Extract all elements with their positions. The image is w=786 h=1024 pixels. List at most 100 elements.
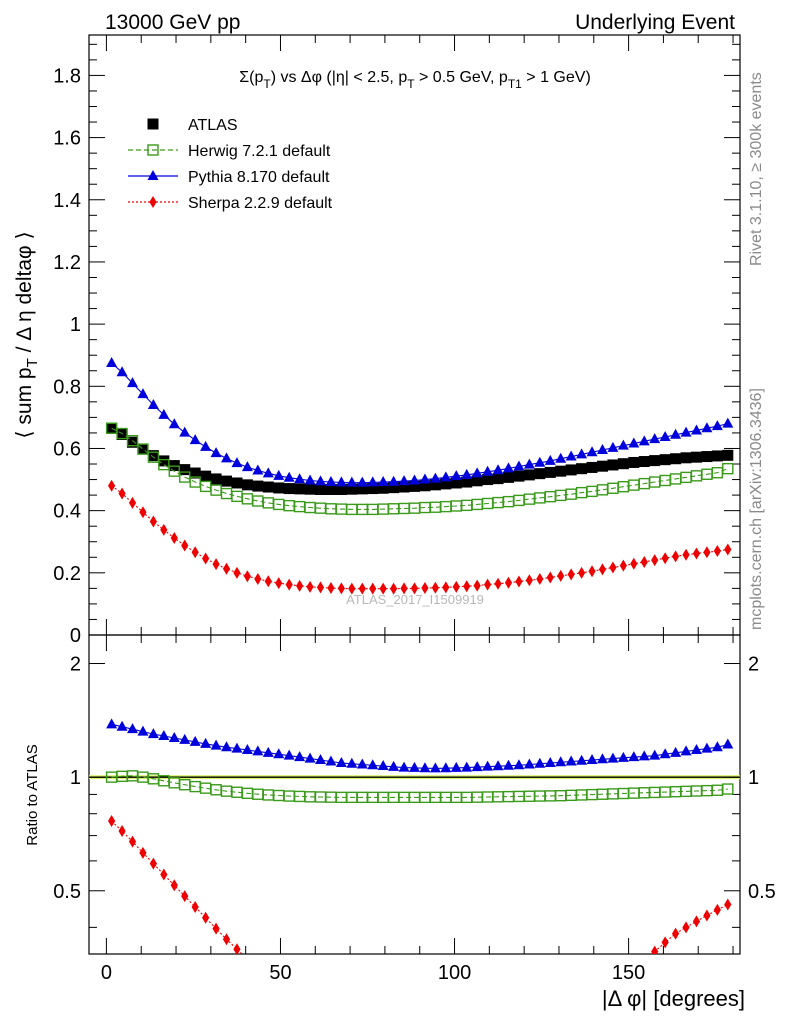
point-atlas bbox=[210, 473, 222, 485]
point-pythia bbox=[137, 725, 149, 736]
point-atlas bbox=[649, 455, 661, 467]
point-sherpa bbox=[661, 552, 669, 565]
point-herwig bbox=[168, 465, 180, 477]
point-sherpa bbox=[170, 879, 178, 892]
point-sherpa bbox=[400, 998, 407, 1010]
point-pythia bbox=[440, 471, 452, 482]
ratio-y-axis-title: Ratio to ATLAS bbox=[24, 744, 41, 845]
point-sherpa bbox=[191, 546, 199, 559]
point-atlas bbox=[262, 481, 274, 493]
point-pythia bbox=[262, 746, 274, 757]
ratio-panel: 0.5 0.5 1 1 2 2 0 50 100 150 Ratio to ATLAS |Δ φ… bbox=[24, 634, 776, 1011]
point-pythia bbox=[137, 388, 149, 399]
point-pythia bbox=[367, 476, 379, 487]
point-pythia bbox=[617, 439, 629, 450]
point-atlas bbox=[502, 471, 514, 483]
point-pythia bbox=[659, 430, 671, 441]
point-atlas bbox=[429, 479, 441, 491]
point-sherpa bbox=[348, 582, 356, 595]
x-axis-title: |Δ φ| [degrees] bbox=[602, 986, 745, 1011]
point-sherpa bbox=[557, 998, 564, 1010]
point-pythia bbox=[680, 745, 692, 756]
point-herwig bbox=[126, 434, 139, 447]
series-line-sherpa bbox=[111, 485, 728, 590]
point-sherpa bbox=[380, 998, 387, 1010]
point-pythia bbox=[189, 434, 201, 445]
point-pythia bbox=[346, 476, 358, 487]
point-pythia bbox=[670, 746, 682, 757]
main-x-ticks bbox=[105, 35, 734, 635]
point-sherpa bbox=[442, 581, 450, 594]
point-pythia bbox=[419, 762, 431, 773]
point-pythia bbox=[252, 745, 264, 756]
point-sherpa bbox=[661, 936, 669, 949]
point-sherpa bbox=[181, 539, 189, 552]
point-atlas bbox=[711, 450, 723, 462]
point-pythia bbox=[492, 464, 504, 475]
point-pythia bbox=[722, 738, 734, 749]
point-pythia bbox=[565, 755, 577, 766]
point-pythia bbox=[367, 759, 379, 770]
point-atlas bbox=[273, 482, 285, 494]
point-atlas bbox=[315, 484, 327, 496]
point-pythia bbox=[659, 748, 671, 759]
point-atlas bbox=[158, 455, 170, 467]
point-pythia bbox=[273, 469, 285, 480]
point-pythia bbox=[513, 460, 525, 471]
point-sherpa bbox=[431, 581, 439, 594]
ratio-y-ticks: 0.5 0.5 1 1 2 2 bbox=[53, 654, 776, 928]
point-atlas bbox=[659, 454, 671, 466]
point-sherpa bbox=[108, 479, 116, 492]
point-atlas bbox=[116, 428, 128, 440]
point-pythia bbox=[356, 476, 368, 487]
point-pythia bbox=[168, 418, 180, 429]
header-left-label: 13000 GeV pp bbox=[105, 11, 240, 34]
point-sherpa bbox=[692, 915, 701, 928]
point-sherpa bbox=[504, 576, 513, 589]
point-pythia bbox=[586, 446, 598, 457]
y-tick-label: 0.2 bbox=[53, 563, 81, 585]
point-sherpa bbox=[254, 573, 262, 586]
point-pythia bbox=[252, 464, 264, 475]
point-pythia bbox=[607, 752, 619, 763]
ratio-x-ticks: 0 50 100 150 bbox=[101, 635, 734, 984]
point-atlas bbox=[377, 482, 389, 494]
point-sherpa bbox=[421, 582, 429, 595]
point-pythia bbox=[523, 458, 535, 469]
point-pythia bbox=[628, 751, 640, 762]
point-pythia bbox=[168, 731, 180, 742]
point-pythia bbox=[283, 471, 295, 482]
point-sherpa bbox=[547, 998, 554, 1010]
point-sherpa bbox=[327, 582, 335, 595]
point-sherpa bbox=[233, 566, 241, 579]
point-sherpa bbox=[474, 998, 481, 1010]
point-pythia bbox=[711, 420, 723, 431]
point-atlas bbox=[179, 464, 191, 476]
point-sherpa bbox=[567, 568, 575, 581]
point-pythia bbox=[576, 448, 588, 459]
point-sherpa bbox=[703, 546, 711, 559]
point-pythia bbox=[147, 728, 159, 739]
point-sherpa bbox=[421, 998, 428, 1010]
point-atlas bbox=[367, 483, 379, 495]
point-pythia bbox=[325, 755, 337, 766]
point-pythia bbox=[617, 751, 629, 762]
point-sherpa bbox=[212, 922, 220, 935]
point-pythia bbox=[179, 733, 191, 744]
point-pythia bbox=[388, 760, 400, 771]
legend-marker-sherpa bbox=[149, 196, 157, 208]
point-atlas bbox=[137, 443, 149, 455]
point-sherpa bbox=[390, 582, 398, 595]
ratio-tick-label-left: 2 bbox=[70, 654, 81, 676]
point-sherpa bbox=[640, 555, 648, 568]
point-atlas bbox=[670, 453, 682, 465]
plot-title-part: Σ(p bbox=[239, 69, 263, 86]
point-sherpa bbox=[233, 943, 241, 954]
point-sherpa bbox=[682, 921, 690, 934]
point-herwig bbox=[722, 783, 734, 795]
ratio-tick-label-left: 0.5 bbox=[53, 881, 81, 903]
point-atlas bbox=[189, 467, 201, 479]
point-atlas bbox=[356, 483, 368, 495]
point-sherpa bbox=[149, 857, 158, 870]
